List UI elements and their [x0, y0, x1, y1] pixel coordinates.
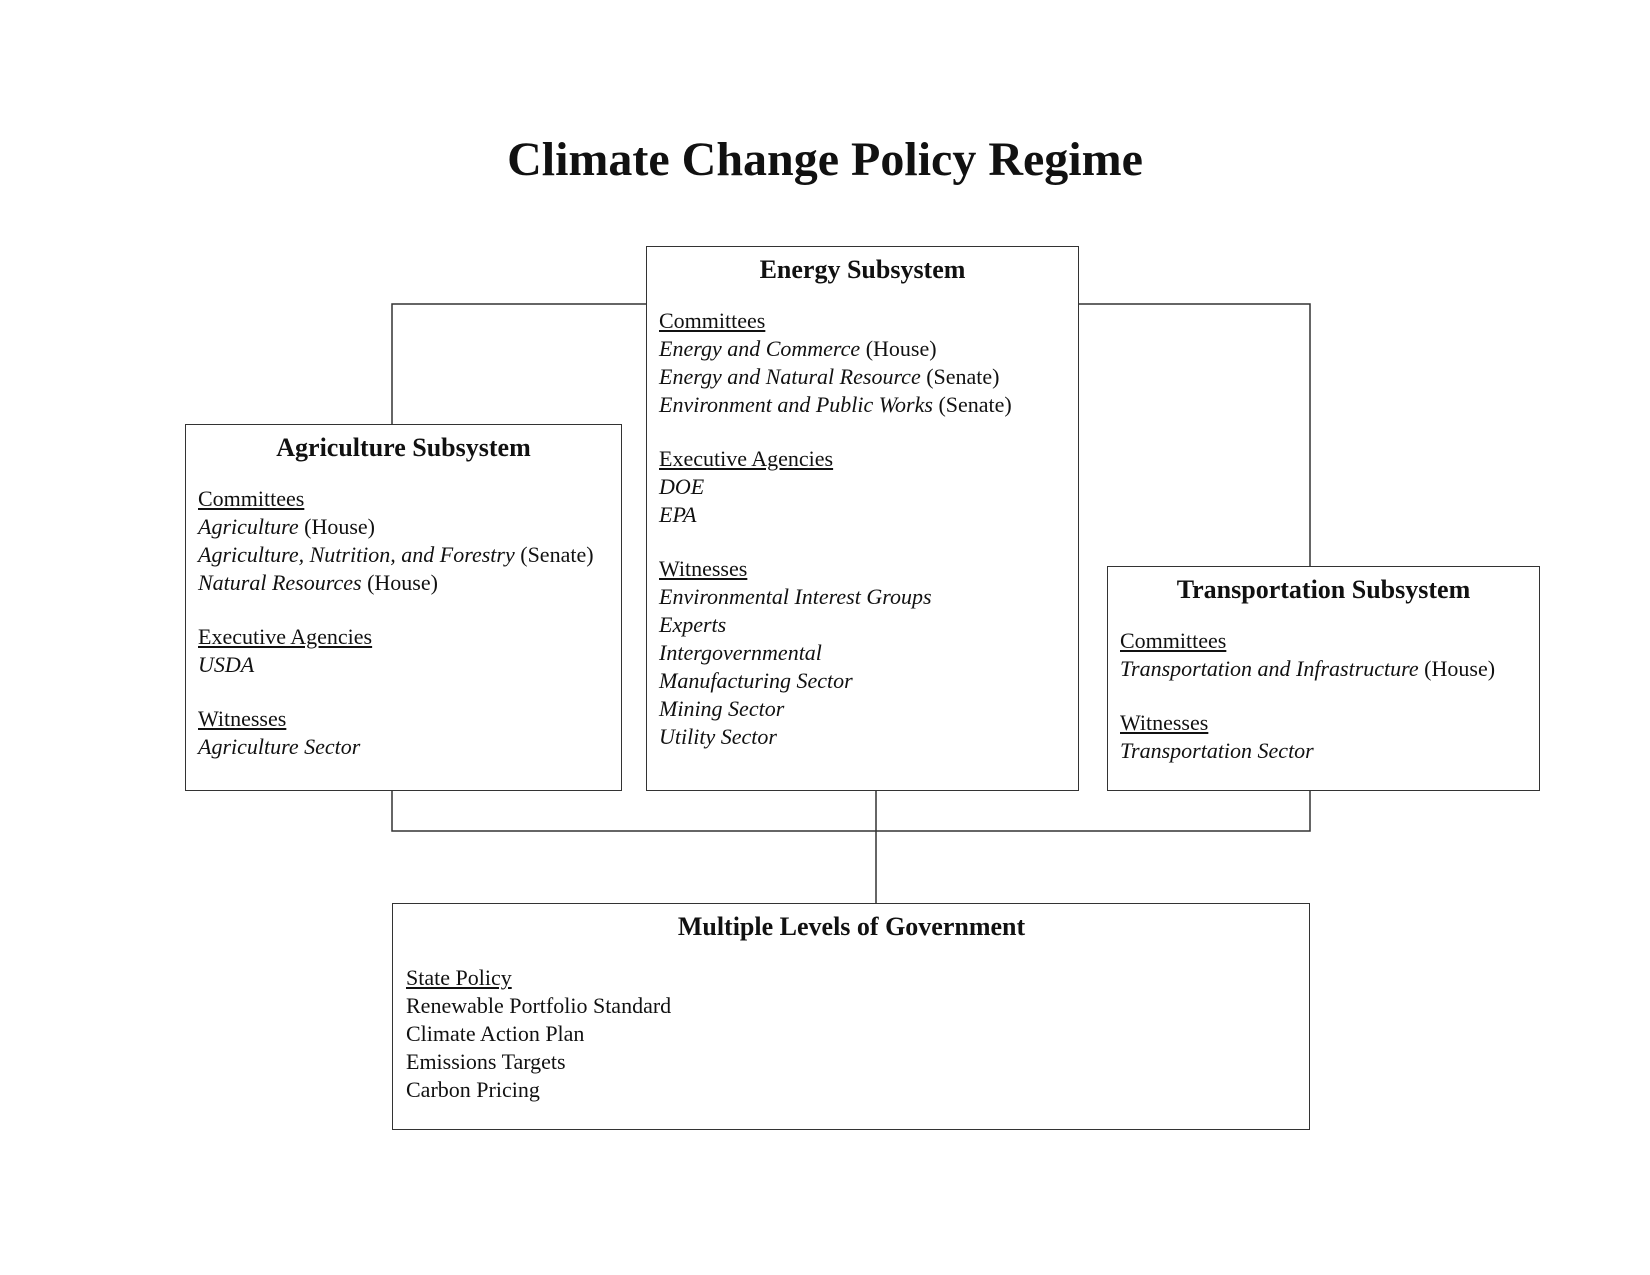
- item-name: Energy and Commerce: [659, 336, 861, 361]
- item-name: Experts: [659, 612, 727, 637]
- energy-section: Executive Agencies DOE EPA: [659, 445, 1066, 529]
- section-heading: Committees: [1120, 628, 1227, 653]
- item-name: Agriculture, Nutrition, and Forestry: [198, 542, 515, 567]
- item-name: Intergovernmental: [659, 640, 822, 665]
- list-item: Climate Action Plan: [406, 1020, 1297, 1048]
- government-levels-heading: Multiple Levels of Government: [677, 912, 1026, 941]
- item-name: EPA: [659, 502, 697, 527]
- item-text: Renewable Portfolio Standard: [406, 993, 672, 1018]
- section-heading: Executive Agencies: [659, 446, 834, 471]
- item-chamber: (House): [367, 570, 438, 595]
- transportation-section: Committees Transportation and Infrastruct…: [1120, 627, 1527, 683]
- item-chamber: (House): [1424, 656, 1496, 681]
- energy-subsystem-box: Energy Subsystem Committees Energy and Co…: [646, 246, 1079, 791]
- list-item: Environment and Public Works (Senate): [659, 391, 1066, 419]
- item-text: Carbon Pricing: [406, 1077, 540, 1102]
- item-name: Natural Resources: [198, 570, 362, 595]
- government-sections: State Policy Renewable Portfolio Standard…: [406, 964, 1297, 1104]
- energy-section: Committees Energy and Commerce (House) Ene…: [659, 307, 1066, 419]
- item-name: Energy and Natural Resource: [659, 364, 921, 389]
- section-heading: Witnesses: [198, 706, 287, 731]
- list-item: Utility Sector: [659, 723, 1066, 751]
- list-item: Energy and Natural Resource (Senate): [659, 363, 1066, 391]
- list-item: Agriculture (House): [198, 513, 609, 541]
- item-chamber: (House): [865, 336, 937, 361]
- section-heading: Committees: [659, 308, 766, 333]
- agriculture-section: Committees Agriculture (House) Agriculture…: [198, 485, 609, 597]
- section-heading: State Policy: [406, 965, 512, 990]
- agriculture-sections: Committees Agriculture (House) Agriculture…: [198, 485, 609, 761]
- item-text: Emissions Targets: [406, 1049, 566, 1074]
- section-heading: Witnesses: [659, 556, 748, 581]
- list-item: DOE: [659, 473, 1066, 501]
- list-item: Agriculture, Nutrition, and Forestry (Se…: [198, 541, 609, 569]
- item-name: USDA: [198, 652, 255, 677]
- list-item: Experts: [659, 611, 1066, 639]
- list-item: Emissions Targets: [406, 1048, 1297, 1076]
- item-chamber: (Senate): [926, 364, 1000, 389]
- transportation-section: Witnesses Transportation Sector: [1120, 709, 1527, 765]
- section-heading: Witnesses: [1120, 710, 1209, 735]
- item-name: Transportation and Infrastructure: [1120, 656, 1419, 681]
- list-item: Environmental Interest Groups: [659, 583, 1066, 611]
- transportation-sections: Committees Transportation and Infrastruct…: [1120, 627, 1527, 765]
- list-item: Energy and Commerce (House): [659, 335, 1066, 363]
- item-name: Transportation Sector: [1120, 738, 1314, 763]
- item-chamber: (House): [304, 514, 375, 539]
- agriculture-section: Witnesses Agriculture Sector: [198, 705, 609, 761]
- item-name: Environment and Public Works: [659, 392, 933, 417]
- government-section: State Policy Renewable Portfolio Standard…: [406, 964, 1297, 1104]
- item-name: Mining Sector: [659, 696, 785, 721]
- list-item: Manufacturing Sector: [659, 667, 1066, 695]
- government-levels-box: Multiple Levels of Government State Poli…: [392, 903, 1310, 1130]
- list-item: Intergovernmental: [659, 639, 1066, 667]
- item-chamber: (Senate): [938, 392, 1012, 417]
- connector-bottom-frame: [391, 791, 1311, 832]
- item-name: Agriculture: [198, 514, 299, 539]
- item-name: Environmental Interest Groups: [659, 584, 932, 609]
- item-name: Utility Sector: [659, 724, 777, 749]
- list-item: EPA: [659, 501, 1066, 529]
- agriculture-subsystem-heading: Agriculture Subsystem: [276, 433, 531, 462]
- energy-sections: Committees Energy and Commerce (House) Ene…: [659, 307, 1066, 751]
- list-item: Mining Sector: [659, 695, 1066, 723]
- energy-section: Witnesses Environmental Interest Groups Ex…: [659, 555, 1066, 751]
- diagram-title: Climate Change Policy Regime: [507, 133, 1143, 186]
- agriculture-subsystem-box: Agriculture Subsystem Committees Agricult…: [185, 424, 622, 791]
- list-item: USDA: [198, 651, 609, 679]
- list-item: Transportation and Infrastructure (House…: [1120, 655, 1527, 683]
- agriculture-section: Executive Agencies USDA: [198, 623, 609, 679]
- item-name: Agriculture Sector: [198, 734, 361, 759]
- section-heading: Committees: [198, 486, 305, 511]
- section-heading: Executive Agencies: [198, 624, 373, 649]
- list-item: Carbon Pricing: [406, 1076, 1297, 1104]
- item-text: Climate Action Plan: [406, 1021, 585, 1046]
- list-item: Transportation Sector: [1120, 737, 1527, 765]
- item-name: Manufacturing Sector: [659, 668, 853, 693]
- list-item: Renewable Portfolio Standard: [406, 992, 1297, 1020]
- transportation-subsystem-box: Transportation Subsystem Committees Trans…: [1107, 566, 1540, 791]
- item-chamber: (Senate): [520, 542, 594, 567]
- transportation-subsystem-heading: Transportation Subsystem: [1176, 575, 1471, 604]
- list-item: Natural Resources (House): [198, 569, 609, 597]
- item-name: DOE: [659, 474, 705, 499]
- energy-subsystem-heading: Energy Subsystem: [759, 255, 966, 284]
- list-item: Agriculture Sector: [198, 733, 609, 761]
